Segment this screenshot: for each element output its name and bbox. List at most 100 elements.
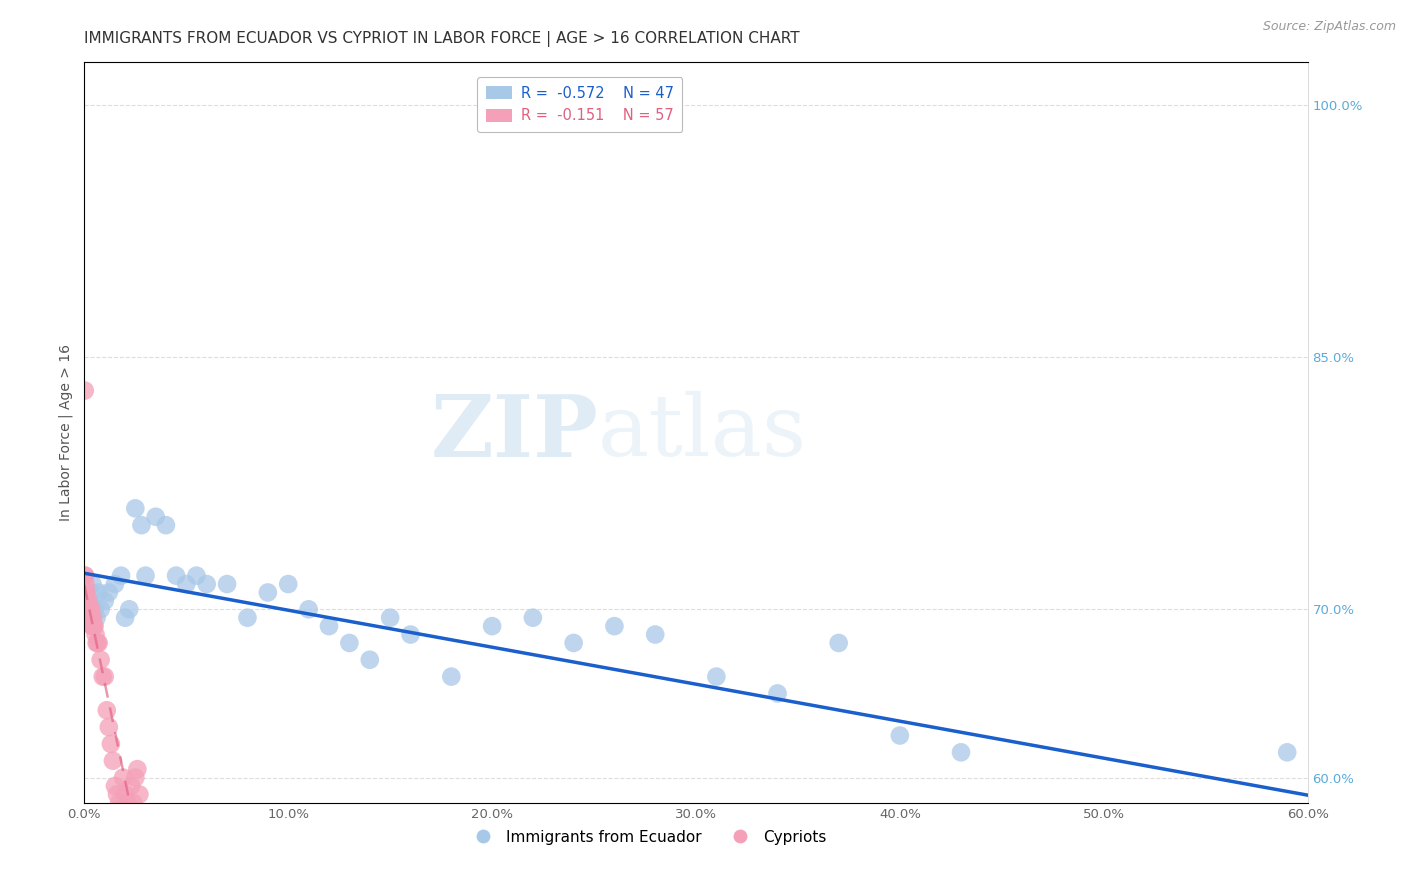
Point bbox=[339, 636, 361, 650]
Point bbox=[75, 585, 97, 599]
Point bbox=[828, 636, 851, 650]
Text: ZIP: ZIP bbox=[430, 391, 598, 475]
Point bbox=[131, 518, 153, 533]
Point bbox=[101, 754, 124, 768]
Point bbox=[120, 779, 142, 793]
Point bbox=[108, 796, 131, 810]
Point bbox=[75, 585, 97, 599]
Point bbox=[91, 670, 114, 684]
Point bbox=[82, 619, 104, 633]
Point bbox=[90, 602, 112, 616]
Point bbox=[83, 602, 105, 616]
Point bbox=[77, 594, 100, 608]
Point bbox=[766, 686, 789, 700]
Point bbox=[950, 745, 973, 759]
Point bbox=[114, 788, 136, 802]
Point bbox=[104, 577, 127, 591]
Point bbox=[79, 602, 101, 616]
Point bbox=[217, 577, 239, 591]
Point bbox=[124, 501, 146, 516]
Point bbox=[127, 762, 149, 776]
Point bbox=[75, 602, 97, 616]
Point bbox=[75, 585, 97, 599]
Y-axis label: In Labor Force | Age > 16: In Labor Force | Age > 16 bbox=[59, 344, 73, 521]
Point bbox=[80, 611, 103, 625]
Point bbox=[128, 788, 150, 802]
Point bbox=[77, 602, 100, 616]
Point bbox=[75, 577, 97, 591]
Point bbox=[93, 594, 115, 608]
Point bbox=[75, 602, 97, 616]
Point bbox=[87, 585, 110, 599]
Point bbox=[522, 611, 544, 625]
Point bbox=[97, 720, 120, 734]
Point bbox=[118, 602, 141, 616]
Point bbox=[104, 779, 127, 793]
Point bbox=[87, 636, 110, 650]
Text: IMMIGRANTS FROM ECUADOR VS CYPRIOT IN LABOR FORCE | AGE > 16 CORRELATION CHART: IMMIGRANTS FROM ECUADOR VS CYPRIOT IN LA… bbox=[84, 31, 800, 47]
Point bbox=[110, 804, 132, 818]
Point bbox=[603, 619, 626, 633]
Point bbox=[105, 788, 128, 802]
Point bbox=[76, 602, 98, 616]
Point bbox=[83, 619, 105, 633]
Point bbox=[399, 627, 422, 641]
Point bbox=[86, 636, 108, 650]
Point bbox=[79, 606, 101, 620]
Point bbox=[76, 611, 98, 625]
Point bbox=[96, 703, 118, 717]
Point bbox=[82, 611, 104, 625]
Point bbox=[77, 594, 100, 608]
Point bbox=[122, 796, 145, 810]
Point bbox=[236, 611, 259, 625]
Point bbox=[380, 611, 402, 625]
Point bbox=[889, 729, 911, 743]
Point bbox=[145, 509, 167, 524]
Point bbox=[97, 585, 120, 599]
Point bbox=[562, 636, 585, 650]
Point bbox=[77, 611, 100, 625]
Point bbox=[76, 594, 98, 608]
Point bbox=[73, 568, 96, 582]
Point bbox=[75, 568, 97, 582]
Text: Source: ZipAtlas.com: Source: ZipAtlas.com bbox=[1263, 20, 1396, 33]
Point bbox=[124, 771, 146, 785]
Point bbox=[76, 611, 98, 625]
Point bbox=[77, 602, 100, 616]
Point bbox=[644, 627, 666, 641]
Point bbox=[174, 577, 197, 591]
Point bbox=[706, 670, 728, 684]
Point bbox=[86, 611, 108, 625]
Point bbox=[79, 602, 101, 616]
Point bbox=[84, 627, 107, 641]
Point bbox=[195, 577, 218, 591]
Point bbox=[86, 636, 108, 650]
Point bbox=[298, 602, 321, 616]
Point bbox=[79, 585, 101, 599]
Point bbox=[100, 737, 122, 751]
Point bbox=[481, 619, 503, 633]
Point bbox=[80, 602, 103, 616]
Text: atlas: atlas bbox=[598, 391, 807, 475]
Point bbox=[257, 585, 280, 599]
Point bbox=[155, 518, 177, 533]
Point bbox=[76, 602, 98, 616]
Point bbox=[76, 602, 98, 616]
Point bbox=[118, 804, 141, 818]
Point bbox=[75, 602, 97, 616]
Point bbox=[115, 796, 138, 810]
Point bbox=[79, 602, 101, 616]
Point bbox=[440, 670, 463, 684]
Point bbox=[76, 602, 98, 616]
Point bbox=[1277, 745, 1299, 759]
Legend: Immigrants from Ecuador, Cypriots: Immigrants from Ecuador, Cypriots bbox=[461, 823, 832, 851]
Point bbox=[79, 602, 101, 616]
Point bbox=[77, 602, 100, 616]
Point bbox=[77, 611, 100, 625]
Point bbox=[359, 653, 381, 667]
Point bbox=[277, 577, 299, 591]
Point bbox=[110, 568, 132, 582]
Point bbox=[186, 568, 208, 582]
Point bbox=[82, 577, 104, 591]
Point bbox=[165, 568, 187, 582]
